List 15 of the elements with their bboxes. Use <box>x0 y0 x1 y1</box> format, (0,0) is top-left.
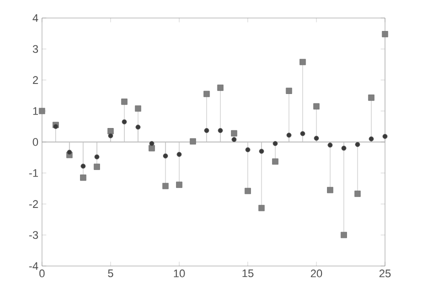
x-tick-label: 15 <box>242 270 254 278</box>
x-tick-label: 5 <box>108 270 114 278</box>
y-tick-label: 1 <box>33 107 38 115</box>
y-tick-label: 0 <box>32 138 38 146</box>
y-tick-label: -1 <box>29 169 38 177</box>
y-tick-label: -2 <box>29 200 38 208</box>
y-tick-label: -4 <box>29 262 38 270</box>
y-tick-label: -3 <box>29 231 38 239</box>
x-tick-label: 20 <box>310 270 322 278</box>
x-tick-label: 10 <box>174 270 185 278</box>
x-tick-label: 0 <box>39 270 45 278</box>
x-tick-label: 25 <box>379 270 391 278</box>
y-tick-label: 3 <box>32 45 38 53</box>
y-tick-label: 4 <box>32 14 38 22</box>
y-tick-label: 2 <box>32 76 38 84</box>
